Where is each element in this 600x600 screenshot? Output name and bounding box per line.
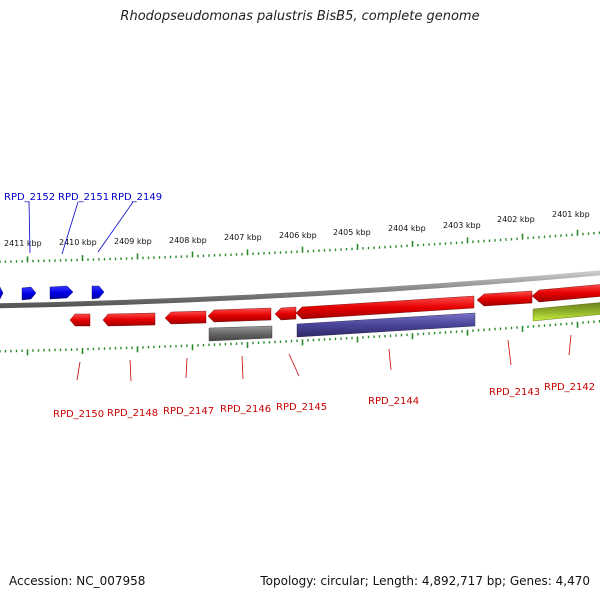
gene-arrow-rpd-2146[interactable]: [207, 307, 272, 323]
gene-arrow-rpd-2142[interactable]: [531, 284, 600, 303]
gene-label-rpd-2147[interactable]: RPD_2147: [163, 406, 214, 417]
kbp-label-2405: 2405 kbp: [333, 228, 371, 237]
genome-stats-label: Topology: circular; Length: 4,892,717 bp…: [260, 574, 590, 588]
gene-label-rpd-2150[interactable]: RPD_2150: [53, 409, 104, 420]
gene-label-rpd-2146[interactable]: RPD_2146: [220, 404, 271, 415]
secondary-features: [208, 302, 600, 342]
gene-label-rpd-2151[interactable]: RPD_2151: [58, 192, 109, 203]
gene-label-rpd-2152[interactable]: RPD_2152: [4, 192, 55, 203]
feature-green-rpd-2142[interactable]: [532, 302, 600, 322]
gene-arrow-rpd-2152b[interactable]: [21, 286, 37, 301]
kbp-label-2409: 2409 kbp: [114, 237, 152, 246]
gene-arrow-rpd-2143[interactable]: [476, 290, 533, 307]
forward-gene-labels: RPD_2152 RPD_2151 RPD_2149: [4, 192, 162, 203]
kbp-label-2401: 2401 kbp: [552, 210, 590, 219]
feature-gray-rpd-2146[interactable]: [208, 325, 273, 342]
gene-label-rpd-2148[interactable]: RPD_2148: [107, 408, 158, 419]
gene-label-rpd-2144[interactable]: RPD_2144: [368, 396, 419, 407]
gene-arrow-rpd-2145[interactable]: [274, 306, 297, 321]
gene-arrow-rpd-2149[interactable]: [91, 285, 105, 300]
forward-genes: [0, 285, 105, 301]
reverse-leaders: [76, 334, 572, 382]
gene-arrow-rpd-2150[interactable]: [69, 313, 91, 327]
gene-arrow-rpd-2151[interactable]: [49, 285, 74, 300]
genome-backbone: [0, 270, 600, 309]
gene-label-rpd-2145[interactable]: RPD_2145: [276, 402, 327, 413]
kbp-label-2408: 2408 kbp: [169, 236, 207, 245]
gene-arrow-rpd-2148[interactable]: [102, 312, 156, 327]
gene-label-rpd-2143[interactable]: RPD_2143: [489, 387, 540, 398]
kbp-label-2411: 2411 kbp: [4, 239, 42, 248]
feature-purple-rpd-2144[interactable]: [296, 312, 476, 338]
gene-label-rpd-2142[interactable]: RPD_2142: [544, 382, 595, 393]
kbp-label-2403: 2403 kbp: [443, 221, 481, 230]
gene-label-rpd-2149[interactable]: RPD_2149: [111, 192, 162, 203]
upper-tick-ruler: [0, 229, 600, 263]
lower-tick-ruler: [0, 320, 600, 356]
accession-label: Accession: NC_007958: [9, 574, 146, 588]
kbp-label-2406: 2406 kbp: [279, 231, 317, 240]
kbp-label-2404: 2404 kbp: [388, 224, 426, 233]
reverse-genes: [69, 284, 600, 327]
gene-arrow-rpd-2152[interactable]: [0, 286, 4, 300]
kbp-label-2410: 2410 kbp: [59, 238, 97, 247]
gene-arrow-rpd-2147[interactable]: [164, 310, 207, 325]
kbp-labels: 2411 kbp 2410 kbp 2409 kbp 2408 kbp 2407…: [4, 210, 590, 248]
forward-leaders: [28, 201, 134, 255]
genome-title: Rhodopseudomonas palustris BisB5, comple…: [120, 9, 480, 24]
reverse-gene-labels: RPD_2150 RPD_2148 RPD_2147 RPD_2146 RPD_…: [53, 382, 595, 420]
gene-arrow-rpd-2144[interactable]: [295, 295, 475, 320]
kbp-label-2402: 2402 kbp: [497, 215, 535, 224]
kbp-label-2407: 2407 kbp: [224, 233, 262, 242]
